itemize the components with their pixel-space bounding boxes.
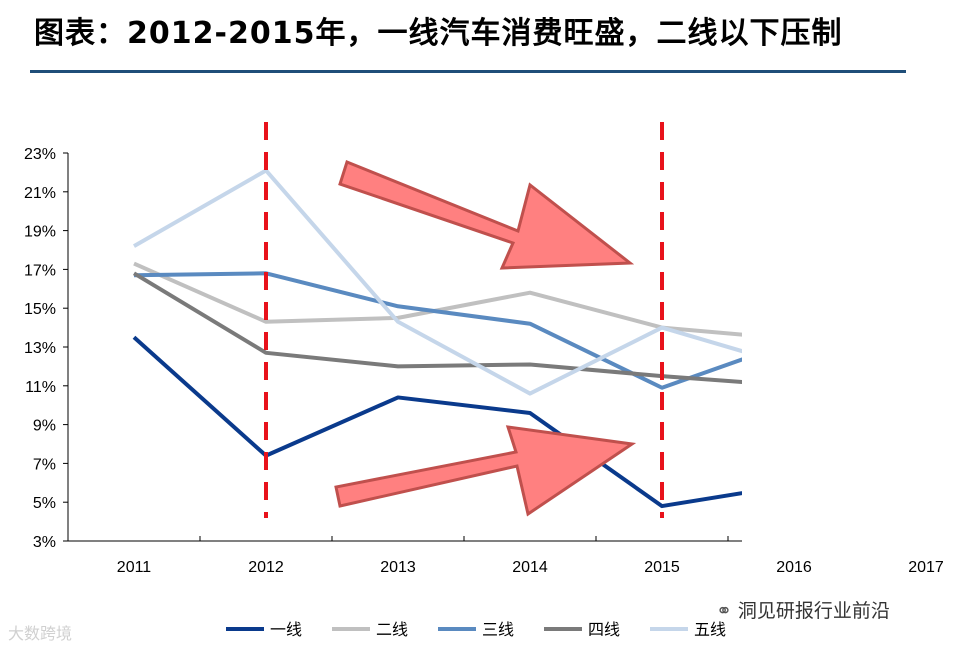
series-line-二线 — [133, 261, 742, 337]
y-tick-label: 23% — [24, 146, 56, 163]
watermark-left: 大数跨境 — [8, 624, 73, 643]
x-tick-label: 2014 — [512, 559, 548, 576]
y-tick-label: 11% — [25, 379, 56, 396]
series-line-四线 — [132, 271, 742, 384]
watermark-right-text: 洞见研报行业前沿 — [737, 600, 890, 622]
y-tick-label: 15% — [24, 301, 56, 318]
legend-label-一线: 一线 — [270, 620, 302, 639]
wechat-icon: ⚭ — [716, 600, 732, 622]
y-tick-label: 3% — [33, 534, 56, 551]
y-tick-label: 9% — [33, 418, 56, 435]
series-line-五线 — [133, 168, 742, 396]
legend: 一线 二线 三线 四线 五线 — [226, 620, 726, 639]
marker-layer — [264, 122, 664, 518]
arrow-up-right — [334, 425, 637, 517]
x-tick-label: 2016 — [776, 559, 812, 576]
y-tick-label: 13% — [24, 340, 56, 357]
y-tick-label: 19% — [24, 224, 56, 241]
y-tick-label: 7% — [33, 456, 56, 473]
x-tick-label: 2017 — [908, 559, 944, 576]
legend-label-四线: 四线 — [588, 620, 620, 639]
watermark-right: ⚭ 洞见研报行业前沿 — [716, 596, 890, 623]
x-tick-label: 2015 — [644, 559, 680, 576]
y-tick-label: 17% — [24, 262, 56, 279]
title-divider — [30, 70, 906, 73]
y-tick-label: 21% — [24, 185, 56, 202]
x-tick-label: 2011 — [117, 559, 152, 576]
series-line-一线 — [132, 335, 742, 509]
arrow-down-right — [338, 160, 635, 270]
legend-label-二线: 二线 — [376, 620, 408, 639]
series-line-三线 — [133, 271, 742, 390]
series-layer — [132, 168, 742, 509]
legend-label-三线: 三线 — [482, 620, 514, 639]
annotation-layer — [334, 160, 637, 517]
chart-axes: 3% 5% 7% 9% 11% 13% 15% 17% 19% 21% 23% 2011 2012 201… — [24, 146, 944, 576]
x-tick-label: 2012 — [248, 559, 284, 576]
y-tick-label: 5% — [33, 495, 56, 512]
chart-title: 图表：2012-2015年，一线汽车消费旺盛，二线以下压制 — [34, 16, 843, 51]
legend-label-五线: 五线 — [694, 620, 726, 639]
x-tick-label: 2013 — [380, 559, 416, 576]
